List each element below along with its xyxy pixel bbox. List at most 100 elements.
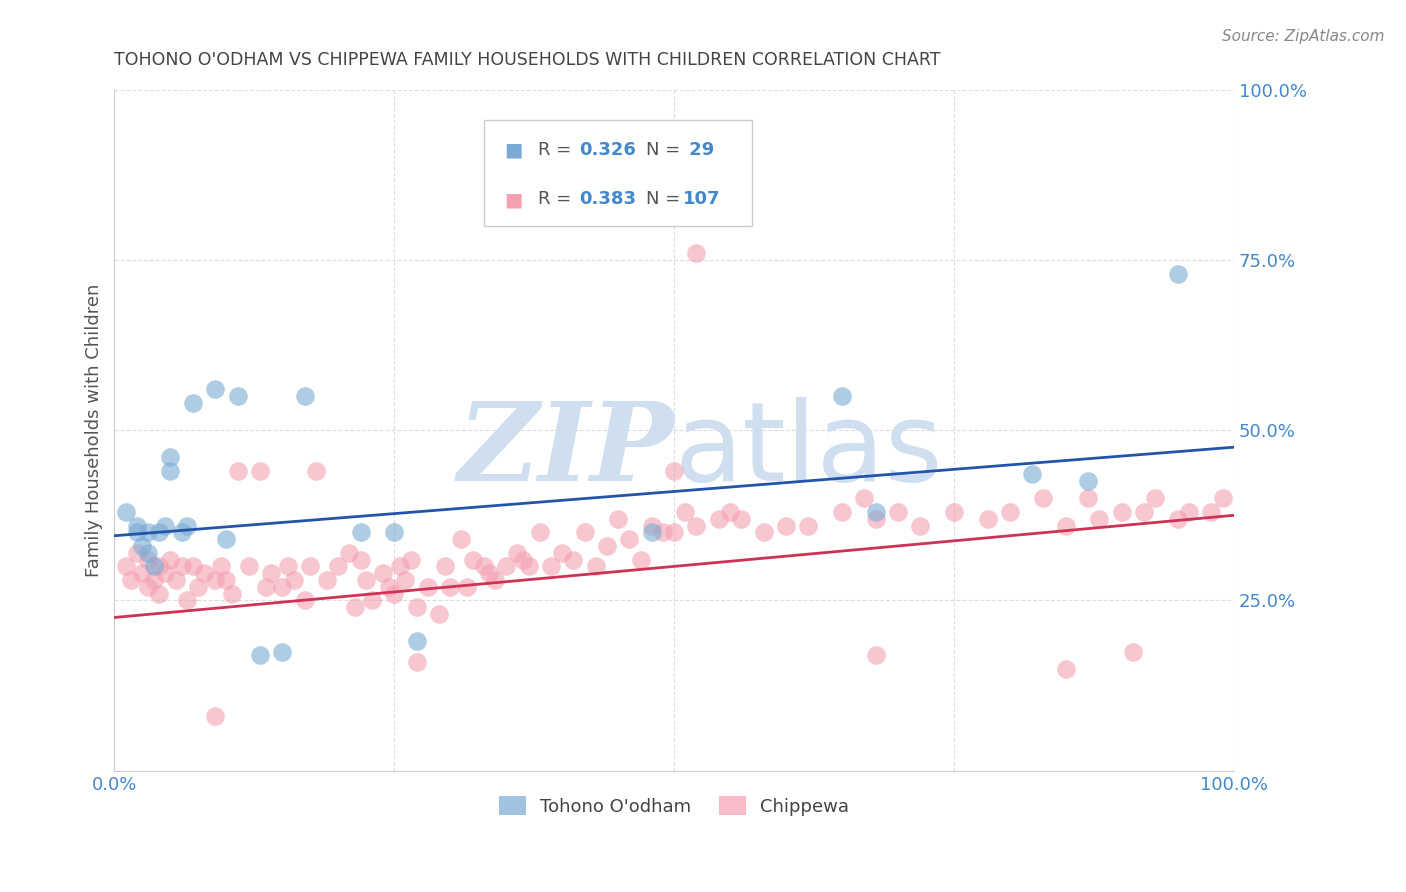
Point [136,552,159,566]
Point [450,532,472,546]
Point [271,580,294,594]
Point [865,648,887,662]
Point [159,552,181,566]
Point [685,246,707,260]
Point [153,518,176,533]
Text: 29: 29 [683,141,714,159]
Point [136,525,159,540]
Point [495,559,517,574]
Point [388,559,411,574]
Point [170,525,193,540]
Point [148,525,170,540]
Point [360,593,382,607]
Point [204,709,226,723]
Point [294,389,316,403]
Point [125,546,148,560]
Point [226,389,249,403]
Point [517,559,540,574]
Point [165,573,187,587]
Point [131,566,153,581]
Point [305,464,328,478]
Point [209,559,232,574]
Point [215,573,238,587]
Text: N =: N = [647,141,686,159]
Point [254,580,277,594]
Point [120,573,142,587]
Text: R =: R = [537,191,576,209]
Point [238,559,260,574]
Point [181,559,204,574]
Point [176,518,198,533]
Text: 107: 107 [683,191,720,209]
Text: ■: ■ [503,190,522,209]
Point [283,573,305,587]
Point [775,518,797,533]
Point [193,566,215,581]
Point [427,607,450,621]
Point [1144,491,1167,506]
Point [136,546,159,560]
Point [405,655,427,669]
Point [399,552,422,566]
Text: ZIP: ZIP [457,397,673,504]
Point [831,505,853,519]
Point [540,559,562,574]
Text: atlas: atlas [673,397,942,504]
Point [249,464,271,478]
Point [294,593,316,607]
Point [730,512,752,526]
Point [405,600,427,615]
Point [377,580,399,594]
Point [718,505,741,519]
Point [1032,491,1054,506]
Point [1077,491,1099,506]
Text: TOHONO O'ODHAM VS CHIPPEWA FAMILY HOUSEHOLDS WITH CHILDREN CORRELATION CHART: TOHONO O'ODHAM VS CHIPPEWA FAMILY HOUSEH… [114,51,941,69]
Point [1054,661,1077,675]
Point [1212,491,1234,506]
Point [619,532,641,546]
Point [328,559,350,574]
Point [344,600,367,615]
Point [641,518,664,533]
Point [221,587,243,601]
Point [506,546,529,560]
Point [478,566,501,581]
Point [456,580,478,594]
Point [316,573,339,587]
Point [998,505,1021,519]
Point [797,518,820,533]
Point [887,505,910,519]
Point [1077,475,1099,489]
Point [433,559,456,574]
Point [339,546,361,560]
Point [1054,518,1077,533]
Point [461,552,484,566]
Point [1021,467,1043,482]
Point [529,525,551,540]
Point [472,559,495,574]
Point [125,525,148,540]
Point [181,396,204,410]
Text: 0.383: 0.383 [579,191,636,209]
Point [707,512,730,526]
Point [1178,505,1201,519]
Point [142,559,165,574]
Point [673,505,696,519]
Point [204,573,226,587]
Point [484,573,506,587]
Point [1201,505,1223,519]
Point [114,559,136,574]
Point [1167,267,1189,281]
Point [439,580,461,594]
Point [204,382,226,396]
Bar [484,120,752,226]
Point [142,573,165,587]
Point [574,525,596,540]
Point [662,525,685,540]
Point [299,559,322,574]
Point [1111,505,1133,519]
Point [260,566,283,581]
Point [356,573,378,587]
Text: ■: ■ [503,140,522,160]
Point [1133,505,1156,519]
